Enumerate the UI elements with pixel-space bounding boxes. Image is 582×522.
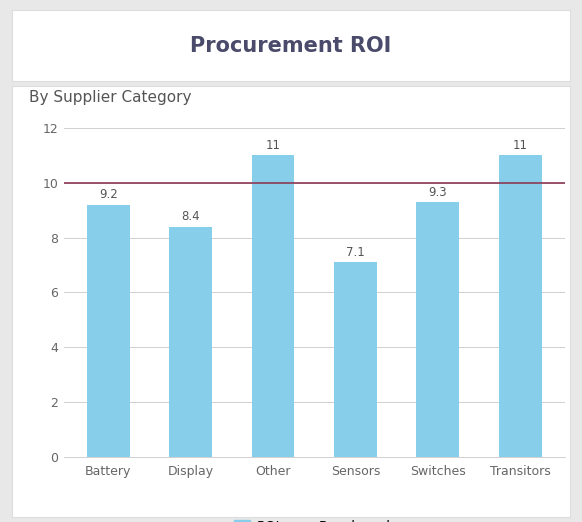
Text: 9.3: 9.3 [428,186,447,198]
Legend: ROI, Benchmark: ROI, Benchmark [229,514,400,522]
Bar [87,205,130,457]
Text: 7.1: 7.1 [346,246,365,259]
Text: 9.2: 9.2 [99,188,118,201]
Bar [169,227,212,457]
Text: 11: 11 [265,139,281,152]
Bar [334,262,377,457]
Text: 8.4: 8.4 [182,210,200,223]
Bar [417,202,459,457]
Bar [251,156,294,457]
Text: 11: 11 [513,139,528,152]
Text: Procurement ROI: Procurement ROI [190,35,392,56]
Bar [499,156,542,457]
Text: By Supplier Category: By Supplier Category [29,90,191,105]
